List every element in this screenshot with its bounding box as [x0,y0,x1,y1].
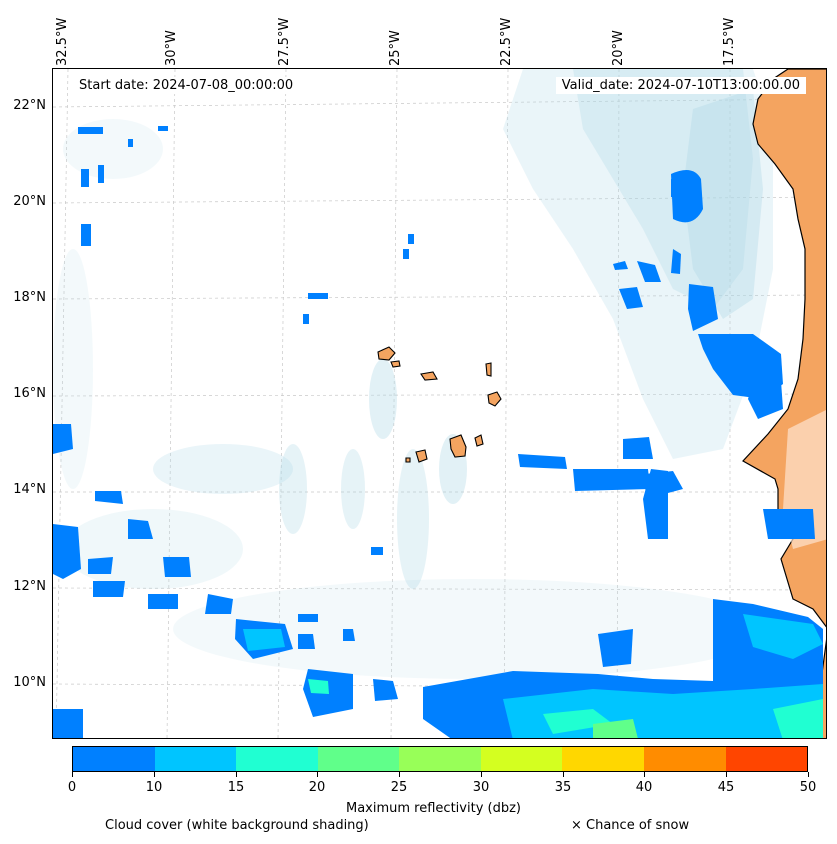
lon-label-32-5w: 32.5°W [55,17,70,66]
start-date-label: Start date: 2024-07-08_00:00:00 [73,77,300,94]
lat-label-14n: 14°N [13,482,46,497]
lon-label-22-5w: 22.5°W [499,17,514,66]
lat-label-16n: 16°N [13,386,46,401]
colorbar-segment [154,747,237,771]
cape-verde-islands [377,346,502,463]
colorbar-tick-mark [154,772,155,777]
colorbar-tick-label: 15 [227,780,245,795]
colorbar-tick-label: 40 [635,780,653,795]
map-panel[interactable]: Start date: 2024-07-08_00:00:00 Valid_da… [52,68,827,739]
colorbar-label: Maximum reflectivity (dbz) [346,801,521,816]
colorbar-tick-mark [726,772,727,777]
cloud-cover-shading [53,69,773,679]
lon-label-17-5w: 17.5°W [722,17,737,66]
lon-label-27-5w: 27.5°W [277,17,292,66]
colorbar-segment [725,747,808,771]
colorbar-tick-mark [317,772,318,777]
colorbar-tick-label: 20 [308,780,326,795]
colorbar-tick-mark [72,772,73,777]
colorbar-tick-mark [644,772,645,777]
colorbar-tick-label: 25 [390,780,408,795]
colorbar-tick-mark [563,772,564,777]
lon-label-20w: 20°W [611,30,626,66]
colorbar-tick-label: 35 [554,780,572,795]
colorbar-segment [73,747,155,771]
colorbar-segment [236,747,318,771]
lat-label-22n: 22°N [13,98,46,113]
reflectivity-cores [243,614,823,738]
colorbar-tick-mark [808,772,809,777]
colorbar-segment [399,747,481,771]
lat-label-10n: 10°N [13,675,46,690]
colorbar-tick-label: 10 [145,780,163,795]
cloud-cover-note: Cloud cover (white background shading) [105,818,369,833]
colorbar-tick-label: 30 [472,780,490,795]
valid-date-label: Valid_date: 2024-07-10T13:00:00.00 [555,77,806,94]
colorbar-tick-mark [236,772,237,777]
snow-legend-note: × Chance of snow [571,818,690,833]
reflectivity-colorbar [72,746,808,772]
lat-label-12n: 12°N [13,579,46,594]
colorbar-segment [643,747,726,771]
colorbar-tick-label: 50 [799,780,817,795]
lat-label-20n: 20°N [13,194,46,209]
colorbar-tick-label: 45 [717,780,735,795]
lon-label-30w: 30°W [164,30,179,66]
colorbar-tick-mark [481,772,482,777]
lat-label-18n: 18°N [13,290,46,305]
colorbar-segment [562,747,644,771]
colorbar-segment [317,747,400,771]
colorbar-segment [480,747,563,771]
colorbar-tick-label: 0 [67,780,77,795]
colorbar-tick-mark [399,772,400,777]
lon-label-25w: 25°W [388,30,403,66]
map-canvas [53,69,826,738]
